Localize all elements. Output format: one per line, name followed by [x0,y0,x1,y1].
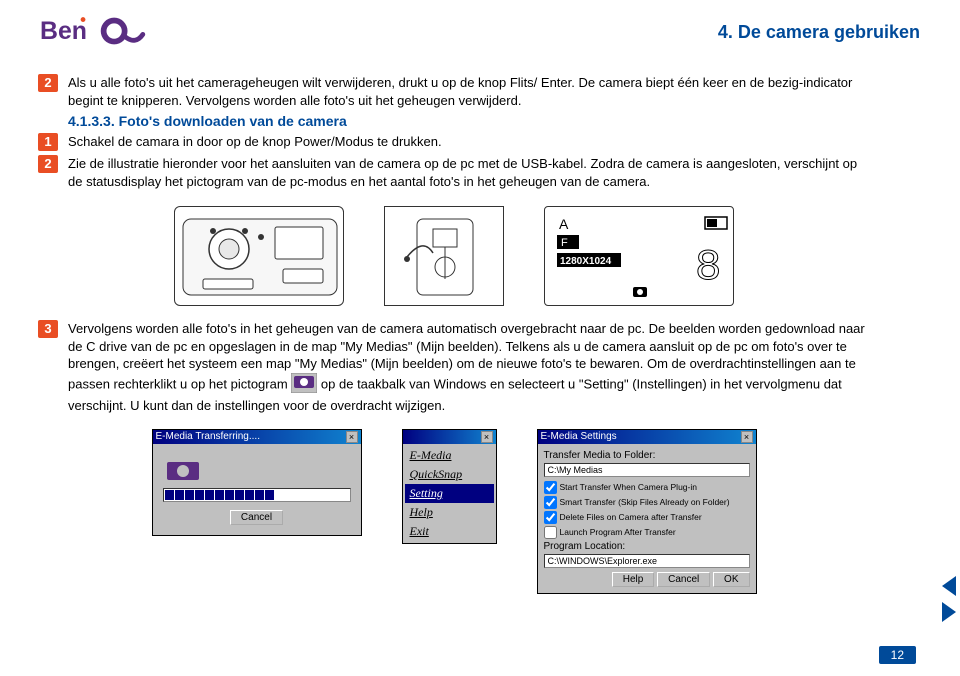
step-text: Zie de illustratie hieronder voor het aa… [68,155,870,190]
prev-page-arrow[interactable] [942,576,956,596]
step-text: Schakel de camara in door op de knop Pow… [68,133,870,151]
step-badge: 3 [38,320,58,338]
program-field[interactable]: C:\WINDOWS\Explorer.exe [544,554,750,568]
tray-icon [291,373,317,398]
chk-launch-program[interactable]: Launch Program After Transfer [544,526,750,539]
page-title: 4. De camera gebruiken [718,22,920,43]
screenshots-row: E-Media Transferring.... × Cancel [38,429,870,594]
progress-bar [163,488,351,502]
content-area: 2 Als u alle foto's uit het camerageheug… [0,56,960,594]
step-badge: 2 [38,74,58,92]
folder-field[interactable]: C:\My Medias [544,463,750,477]
mode-indicator: A [559,216,569,232]
subsection-heading: 4.1.3.3. Foto's downloaden van de camera [68,113,870,129]
chk-smart-transfer[interactable]: Smart Transfer (Skip Files Already on Fo… [544,496,750,509]
ok-button[interactable]: OK [713,572,749,587]
page-number: 12 [879,646,916,664]
status-display-illustration: A F 1280X1024 8 [544,206,734,306]
step-a: 1 Schakel de camara in door op de knop P… [38,133,870,151]
close-icon[interactable]: × [481,431,493,443]
connection-illustration [384,206,504,306]
step-text: Als u alle foto's uit het camerageheugen… [68,74,870,109]
chk-start-transfer[interactable]: Start Transfer When Camera Plug-in [544,481,750,494]
settings-window: E-Media Settings × Transfer Media to Fol… [537,429,757,594]
step-text: Vervolgens worden alle foto's in het geh… [68,320,870,415]
window-titlebar: × [403,430,496,444]
cancel-button[interactable]: Cancel [657,572,710,587]
menu-item-quicksnap[interactable]: QuickSnap [405,465,494,484]
camera-icon [163,454,203,484]
menu-item-setting[interactable]: Setting [405,484,494,503]
close-icon[interactable]: × [741,431,753,443]
step-badge: 1 [38,133,58,151]
flash-indicator: F [561,237,568,249]
page-header: Ben 4. De camera gebruiken [0,0,960,56]
chk-delete-after[interactable]: Delete Files on Camera after Transfer [544,511,750,524]
menu-item-exit[interactable]: Exit [405,522,494,541]
menu-item-e-media[interactable]: E-Media [405,446,494,465]
window-title: E-Media Settings [541,431,617,443]
transfer-window: E-Media Transferring.... × Cancel [152,429,362,536]
window-titlebar: E-Media Transferring.... × [153,430,361,444]
block1: 2 Als u alle foto's uit het camerageheug… [38,74,870,109]
benq-logo: Ben [40,14,150,50]
cancel-button[interactable]: Cancel [230,510,283,525]
step-c: 3 Vervolgens worden alle foto's in het g… [38,320,870,415]
camera-illustration [174,206,344,306]
illustration-row: A F 1280X1024 8 [38,206,870,306]
step-b: 2 Zie de illustratie hieronder voor het … [38,155,870,190]
window-titlebar: E-Media Settings × [538,430,756,444]
help-button[interactable]: Help [612,572,655,587]
close-icon[interactable]: × [346,431,358,443]
resolution-label: 1280X1024 [560,256,612,267]
step-badge: 2 [38,155,58,173]
context-menu-window: × E-MediaQuickSnapSettingHelpExit [402,429,497,544]
photo-count: 8 [695,243,721,293]
folder-label: Transfer Media to Folder: [544,450,750,461]
next-page-arrow[interactable] [942,602,956,622]
program-label: Program Location: [544,541,750,552]
window-title: E-Media Transferring.... [156,431,260,443]
svg-text:Ben: Ben [40,17,87,45]
menu-item-help[interactable]: Help [405,503,494,522]
